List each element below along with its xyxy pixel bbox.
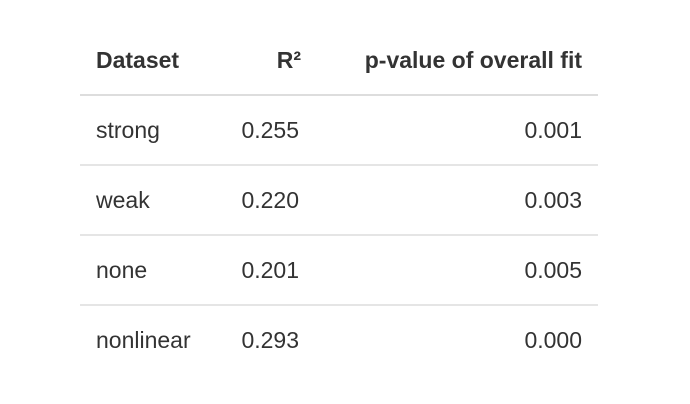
table-header: Dataset R² p-value of overall fit	[80, 26, 598, 96]
header-r-squared: R²	[221, 26, 315, 96]
cell-dataset: none	[80, 235, 221, 306]
header-dataset: Dataset	[80, 26, 221, 96]
table-row: none 0.201 0.005	[80, 235, 598, 306]
cell-dataset: strong	[80, 95, 221, 166]
cell-r-squared: 0.220	[221, 165, 315, 236]
table-row: nonlinear 0.293 0.000	[80, 305, 598, 374]
cell-p-value: 0.001	[315, 95, 598, 166]
cell-p-value: 0.005	[315, 235, 598, 306]
results-table: Dataset R² p-value of overall fit strong…	[80, 26, 598, 374]
table-body: strong 0.255 0.001 weak 0.220 0.003 none…	[80, 95, 598, 374]
cell-r-squared: 0.293	[241, 326, 299, 353]
cell-dataset: weak	[80, 165, 221, 236]
cell-r-squared: 0.255	[221, 95, 315, 166]
cell-p-value: 0.000	[524, 326, 582, 353]
header-row: Dataset R² p-value of overall fit	[80, 26, 598, 96]
cell-dataset: nonlinear	[96, 326, 191, 353]
table-row: weak 0.220 0.003	[80, 165, 598, 236]
results-table-container: Dataset R² p-value of overall fit strong…	[80, 26, 598, 374]
cell-p-value: 0.003	[315, 165, 598, 236]
table-row: strong 0.255 0.001	[80, 95, 598, 166]
header-p-value: p-value of overall fit	[315, 26, 598, 96]
cell-r-squared: 0.201	[221, 235, 315, 306]
